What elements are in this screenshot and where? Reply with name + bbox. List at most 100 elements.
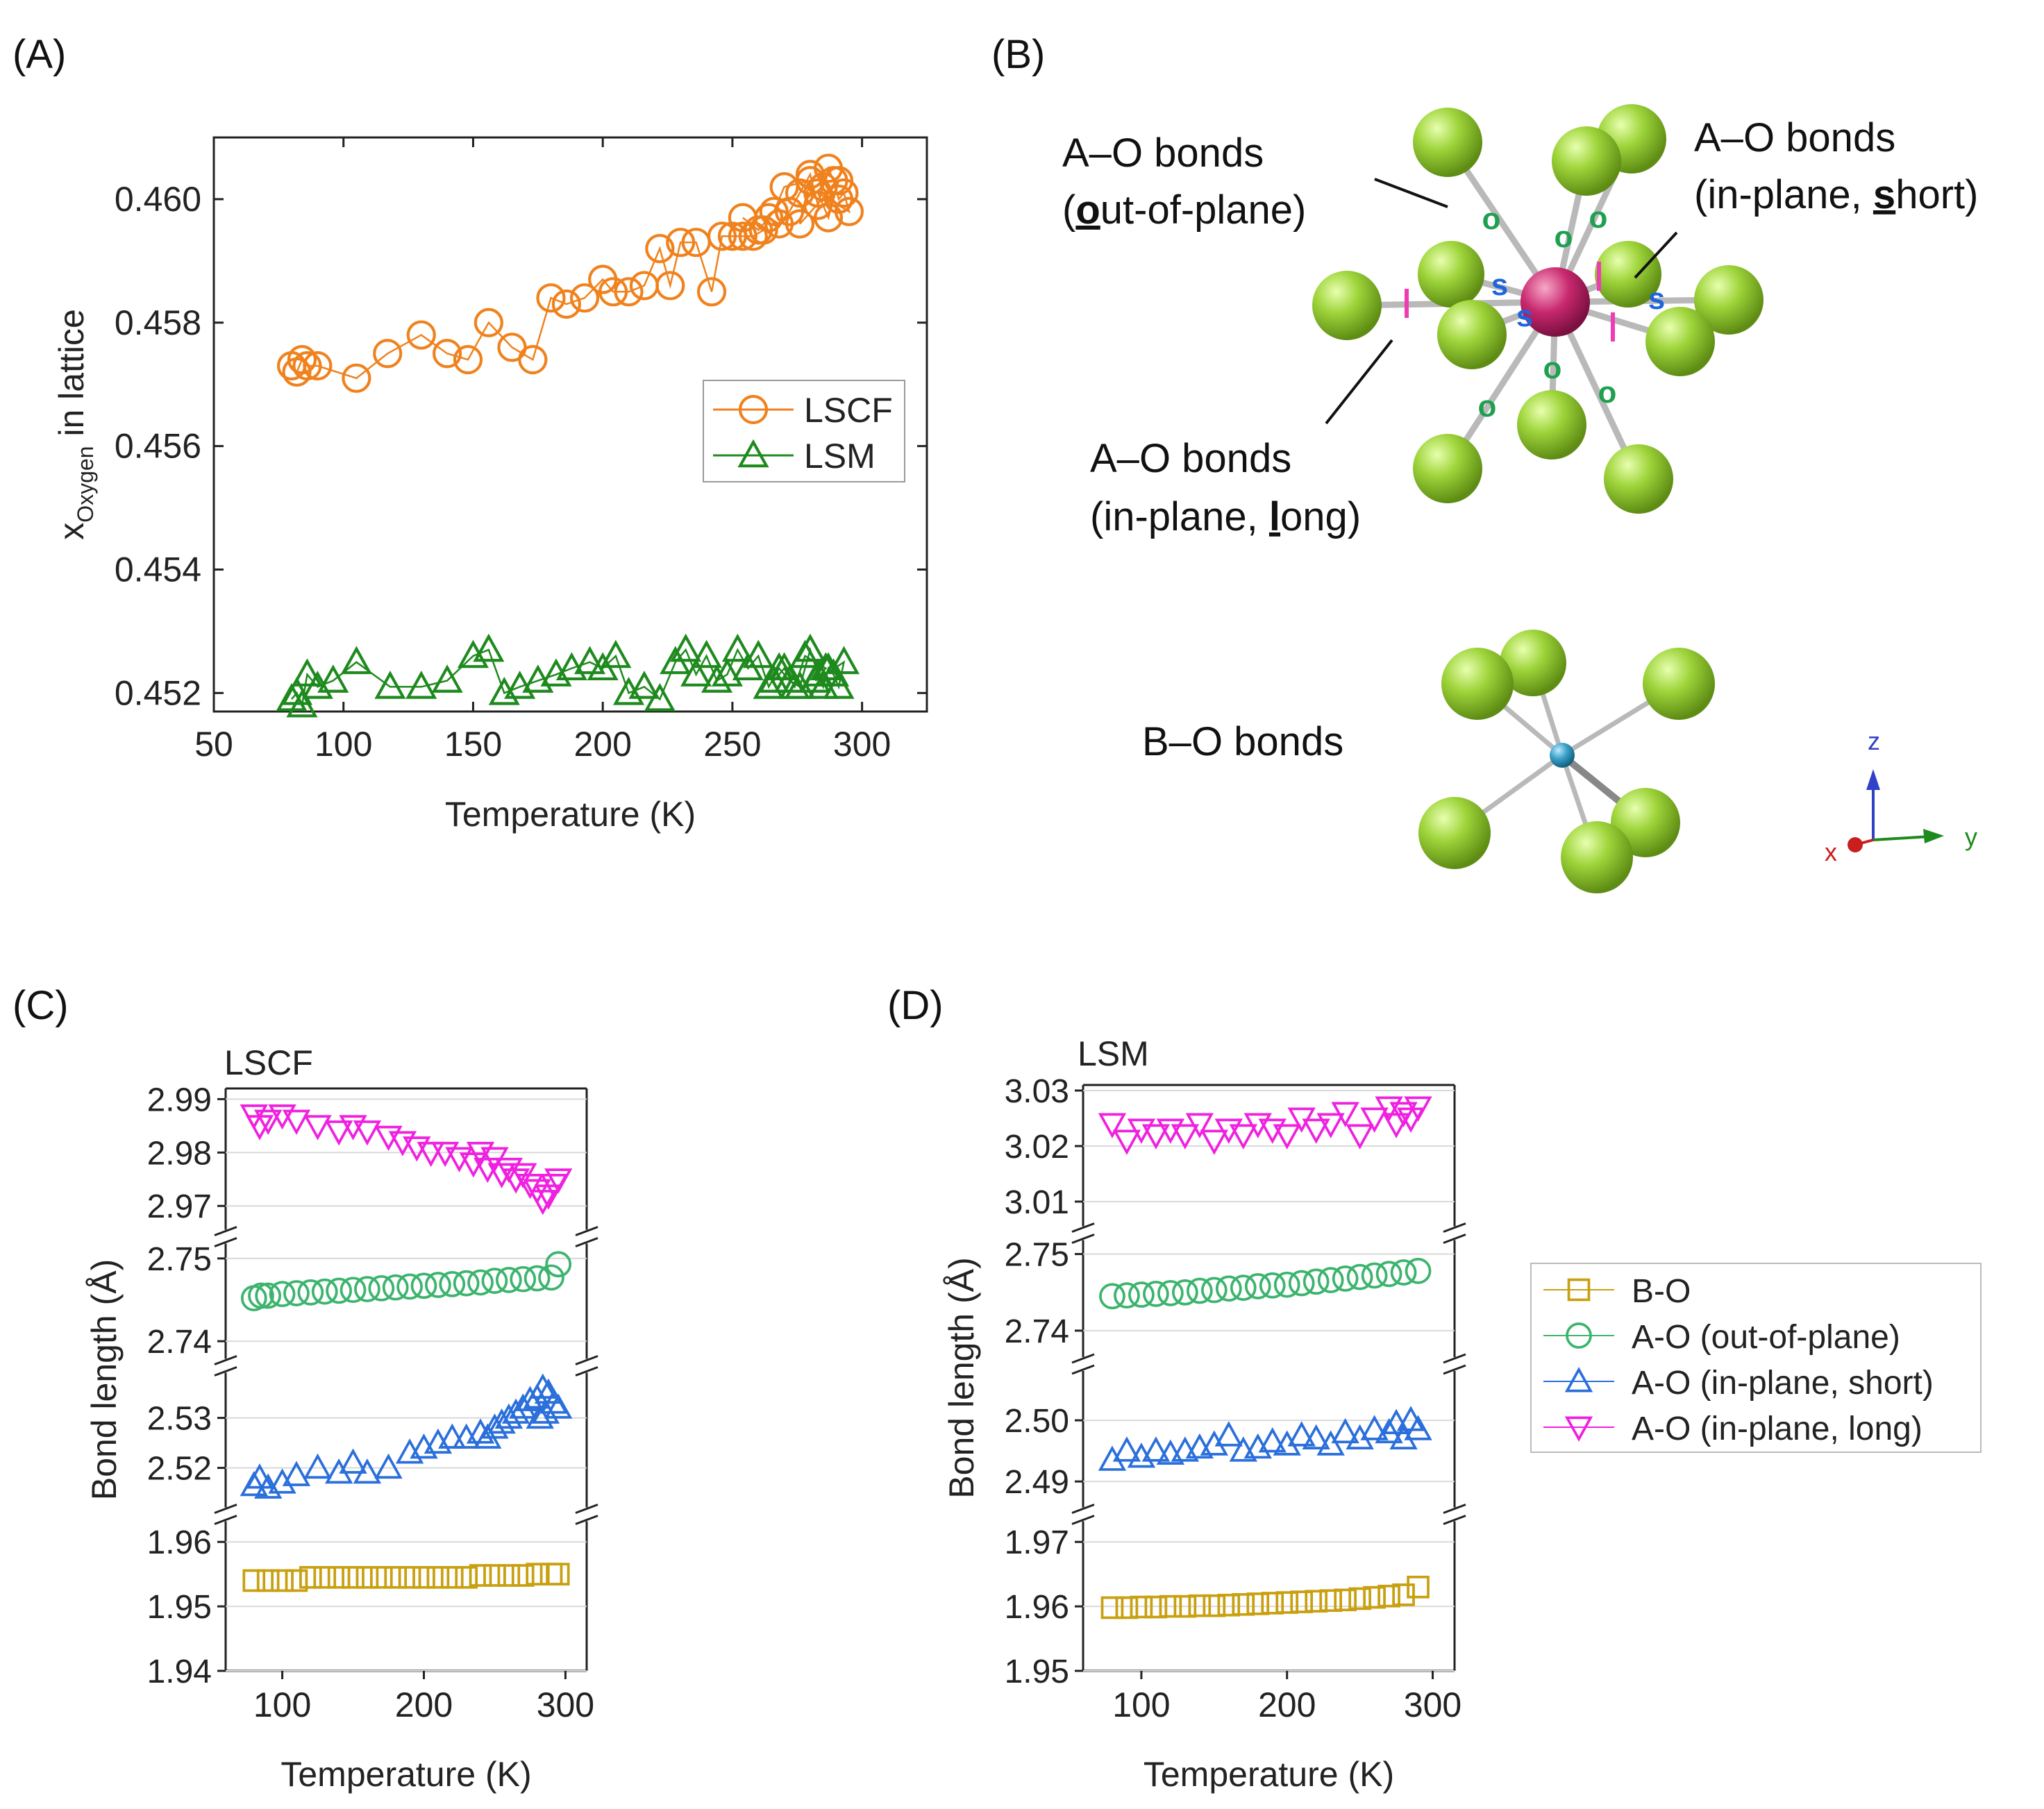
data-point-lscf [406,320,436,350]
axis-break-mark [1443,1353,1466,1364]
marker-o: o [1482,202,1501,236]
data-point [1098,1445,1127,1471]
x-axis-label: Temperature (K) [445,795,696,834]
data-point-lsm [769,652,801,681]
data-point [1331,1102,1359,1127]
data-point [1273,1430,1301,1456]
data-point [311,1278,338,1305]
data-point [384,1565,408,1589]
data-point [1302,1424,1330,1449]
data-point [1144,1595,1168,1619]
x-tick-label: 300 [537,1685,594,1724]
plot-frame [212,136,928,713]
data-point [369,1565,393,1589]
data-point [324,1120,353,1146]
data-point [1389,1102,1418,1127]
y-tick-label: 3.02 [1005,1129,1069,1166]
data-point [526,1403,554,1429]
data-point-lscf [453,345,483,375]
data-point [313,1565,337,1589]
x-tick-label: 200 [395,1685,453,1724]
data-point [1200,1277,1228,1304]
data-point [1375,1261,1402,1288]
marker-o: o [1543,351,1562,385]
data-point [1346,1263,1373,1290]
panel-title: LSM [1078,1034,1149,1073]
data-point-lsm [374,671,406,699]
data-point [511,1564,535,1587]
series-line-lsm [291,646,846,709]
data-point-lsm [670,633,702,662]
data-point [1331,1417,1359,1444]
data-point [283,1280,310,1306]
oxygen-atom [1500,630,1566,696]
legend-marker [1566,1322,1592,1349]
data-point [412,1565,435,1589]
y-tick-label: 3.01 [1005,1184,1069,1221]
data-point [1273,1271,1300,1298]
y-tick-label: 2.74 [1005,1313,1069,1350]
y-tick-label: 2.75 [1005,1237,1069,1274]
data-point [1203,1594,1226,1617]
label-ao-out-line2: (out-of-plane) [1062,187,1306,233]
y-tick-label: 1.96 [147,1524,212,1561]
data-point [253,1109,283,1136]
x-tick-label: 100 [1112,1685,1170,1724]
y-tick-label: 0.458 [115,303,201,342]
oxygen-atom [1645,307,1715,376]
data-point [368,1274,395,1302]
label-bo: B–O bonds [1142,719,1343,764]
y-tick-label: 2.99 [147,1082,212,1118]
data-point [1361,1262,1388,1289]
data-point [531,1398,560,1424]
data-point [1171,1279,1198,1306]
data-point [467,1269,494,1296]
data-point [1244,1273,1271,1299]
oxygen-atom [1413,434,1482,503]
bond-legend: B-O A-O (out-of-plane) A-O (in-plane, shor… [1530,1263,1982,1453]
axis-break-mark [1443,1504,1466,1514]
data-point-lsm [680,658,712,687]
data-point [1273,1124,1301,1150]
x-tick-label: 50 [194,725,233,764]
data-point [1334,1588,1357,1612]
marker-o: o [1478,389,1497,423]
data-point-lsm [644,682,676,712]
legend-label: LSCF [804,391,893,430]
data-point [396,1273,423,1300]
marker-l-group [1405,262,1615,342]
legend-marker [737,439,769,468]
legend-label: A-O (in-plane, short) [1632,1365,1934,1402]
y-tick-label: 2.53 [147,1401,212,1438]
data-point-lsm [600,639,632,668]
data-point-lsm [758,664,790,693]
data-point [1143,1281,1169,1307]
oxygen-atom [1604,444,1673,514]
axis-x-label: x [1825,838,1837,866]
data-point [1112,1129,1141,1155]
axis-break-mark [1443,1234,1466,1244]
data-point-lsm [794,633,826,662]
data-point [1302,1118,1330,1144]
data-point-lscf [292,351,322,381]
data-point [1316,1113,1345,1138]
data-point [1346,1124,1374,1150]
axis-break-mark [1071,1364,1095,1375]
data-point-lsm [701,664,733,693]
y-tick-label: 2.74 [147,1324,212,1361]
data-point [538,1264,564,1291]
data-point [1404,1096,1432,1122]
y-axis-label: Bond length (Å) [85,1259,124,1500]
oxygen-atom [1312,271,1382,340]
data-point [303,1453,332,1479]
b-site-atom [1550,743,1575,768]
x-tick-label: 150 [444,725,502,764]
marker-s: s [1491,268,1508,302]
data-point [1407,1575,1430,1599]
y-tick-label: 2.97 [147,1188,212,1225]
data-point [326,1277,353,1304]
label-ao-long-line2: (in-plane, long) [1090,494,1361,539]
y-tick-label: 1.94 [147,1654,212,1690]
data-point [1229,1124,1257,1150]
data-point [340,1277,367,1304]
